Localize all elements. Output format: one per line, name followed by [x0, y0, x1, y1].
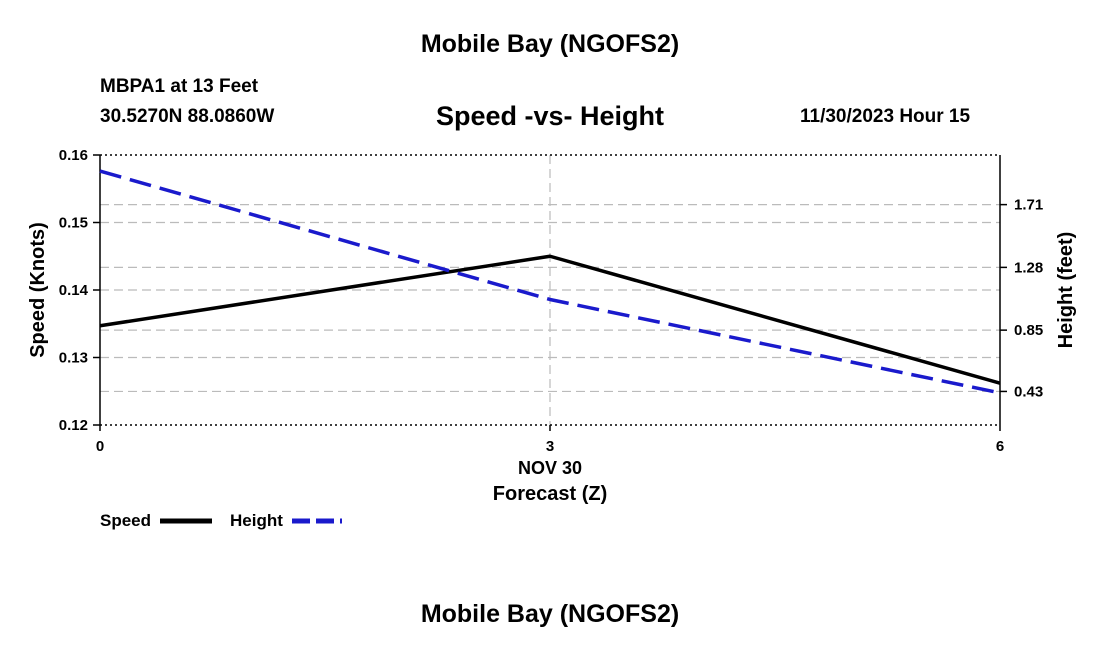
x-tick-label: 6	[996, 438, 1004, 455]
series-line-speed	[99, 254, 1001, 385]
chart-title: Speed -vs- Height	[436, 101, 664, 131]
y2-axis-title: Height (feet)	[1055, 232, 1077, 349]
legend-height-label: Height	[230, 511, 283, 530]
page-title-repeat: Mobile Bay (NGOFS2)	[420, 600, 680, 628]
series-line-height	[99, 169, 1001, 395]
x-tick-label: 0	[96, 438, 104, 455]
station-label: MBPA1 at 13 Feet	[100, 76, 259, 97]
y-tick-label: 0.16	[59, 147, 88, 164]
y-tick-label: 0.14	[59, 282, 89, 299]
y-axis-title: Speed (Knots)	[27, 222, 49, 358]
x-axis-title: Forecast (Z)	[493, 483, 607, 505]
legend-speed-label: Speed	[100, 511, 151, 530]
forecast-datetime: 11/30/2023 Hour 15	[800, 106, 971, 127]
y2-tick-label: 0.85	[1014, 322, 1043, 339]
y-tick-label: 0.15	[59, 215, 88, 232]
y2-tick-label: 1.71	[1014, 197, 1043, 214]
page-title: Mobile Bay (NGOFS2)	[420, 30, 680, 58]
y2-tick-label: 1.28	[1014, 259, 1043, 276]
y2-tick-label: 0.43	[1014, 383, 1043, 400]
x-tick-label: 3	[546, 438, 554, 455]
x-date-label: NOV 30	[518, 458, 582, 478]
y-tick-label: 0.13	[59, 350, 88, 367]
station-coordinates: 30.5270N 88.0860W	[100, 106, 275, 127]
y-tick-label: 0.12	[59, 417, 88, 434]
legend: Speed Height	[100, 511, 342, 530]
